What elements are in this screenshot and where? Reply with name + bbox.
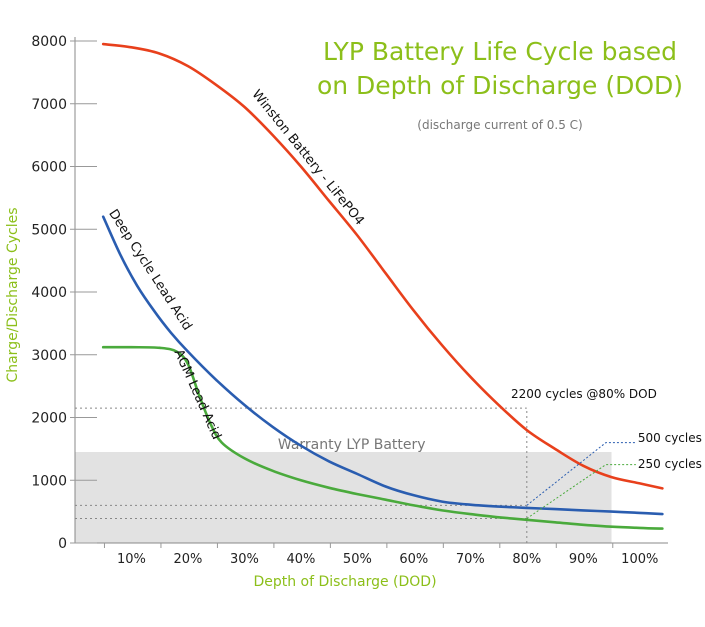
series-label-1: Deep Cycle Lead Acid [105,207,194,334]
x-tick-label: 30% [230,552,259,567]
y-tick-label: 8000 [31,34,67,50]
x-tick-label: 10% [117,552,146,567]
x-tick-label: 100% [621,552,658,567]
series-line-0 [101,42,664,490]
x-tick-label: 60% [399,552,428,567]
chart-title-line-2: on Depth of Discharge (DOD) [316,71,684,100]
annotation-leader-0 [526,442,636,506]
series-line-1 [101,215,664,516]
warranty-zone-label: Warranty LYP Battery [278,437,426,453]
y-tick-label: 0 [58,536,67,552]
x-tick-label: 50% [343,552,372,567]
annotation-label-1: 250 cycles [638,457,702,471]
x-tick-label: 70% [456,552,485,567]
annotation-label-0: 500 cycles [638,431,702,445]
chart-title-line-1: LYP Battery Life Cycle based [322,37,678,66]
y-tick-label: 1000 [31,473,67,489]
x-tick-label: 80% [512,552,541,567]
chart-subtitle: (discharge current of 0.5 C) [417,118,583,132]
y-tick-label: 2000 [31,411,67,427]
y-tick-label: 7000 [31,97,67,113]
x-tick-label: 90% [569,552,598,567]
y-axis-label: Charge/Discharge Cycles [5,207,21,382]
series-label-0: Winston Battery - LiFePO4 [249,87,367,228]
series-line-2 [101,345,664,530]
annotation-2200-cycles: 2200 cycles @80% DOD [511,387,657,401]
x-tick-label: 20% [173,552,202,567]
y-tick-label: 3000 [31,348,67,364]
x-axis-label: Depth of Discharge (DOD) [253,574,436,590]
y-tick-label: 4000 [31,285,67,301]
warranty-zone [75,452,612,543]
x-tick-label: 40% [286,552,315,567]
y-tick-label: 5000 [31,222,67,238]
y-tick-label: 6000 [31,160,67,176]
